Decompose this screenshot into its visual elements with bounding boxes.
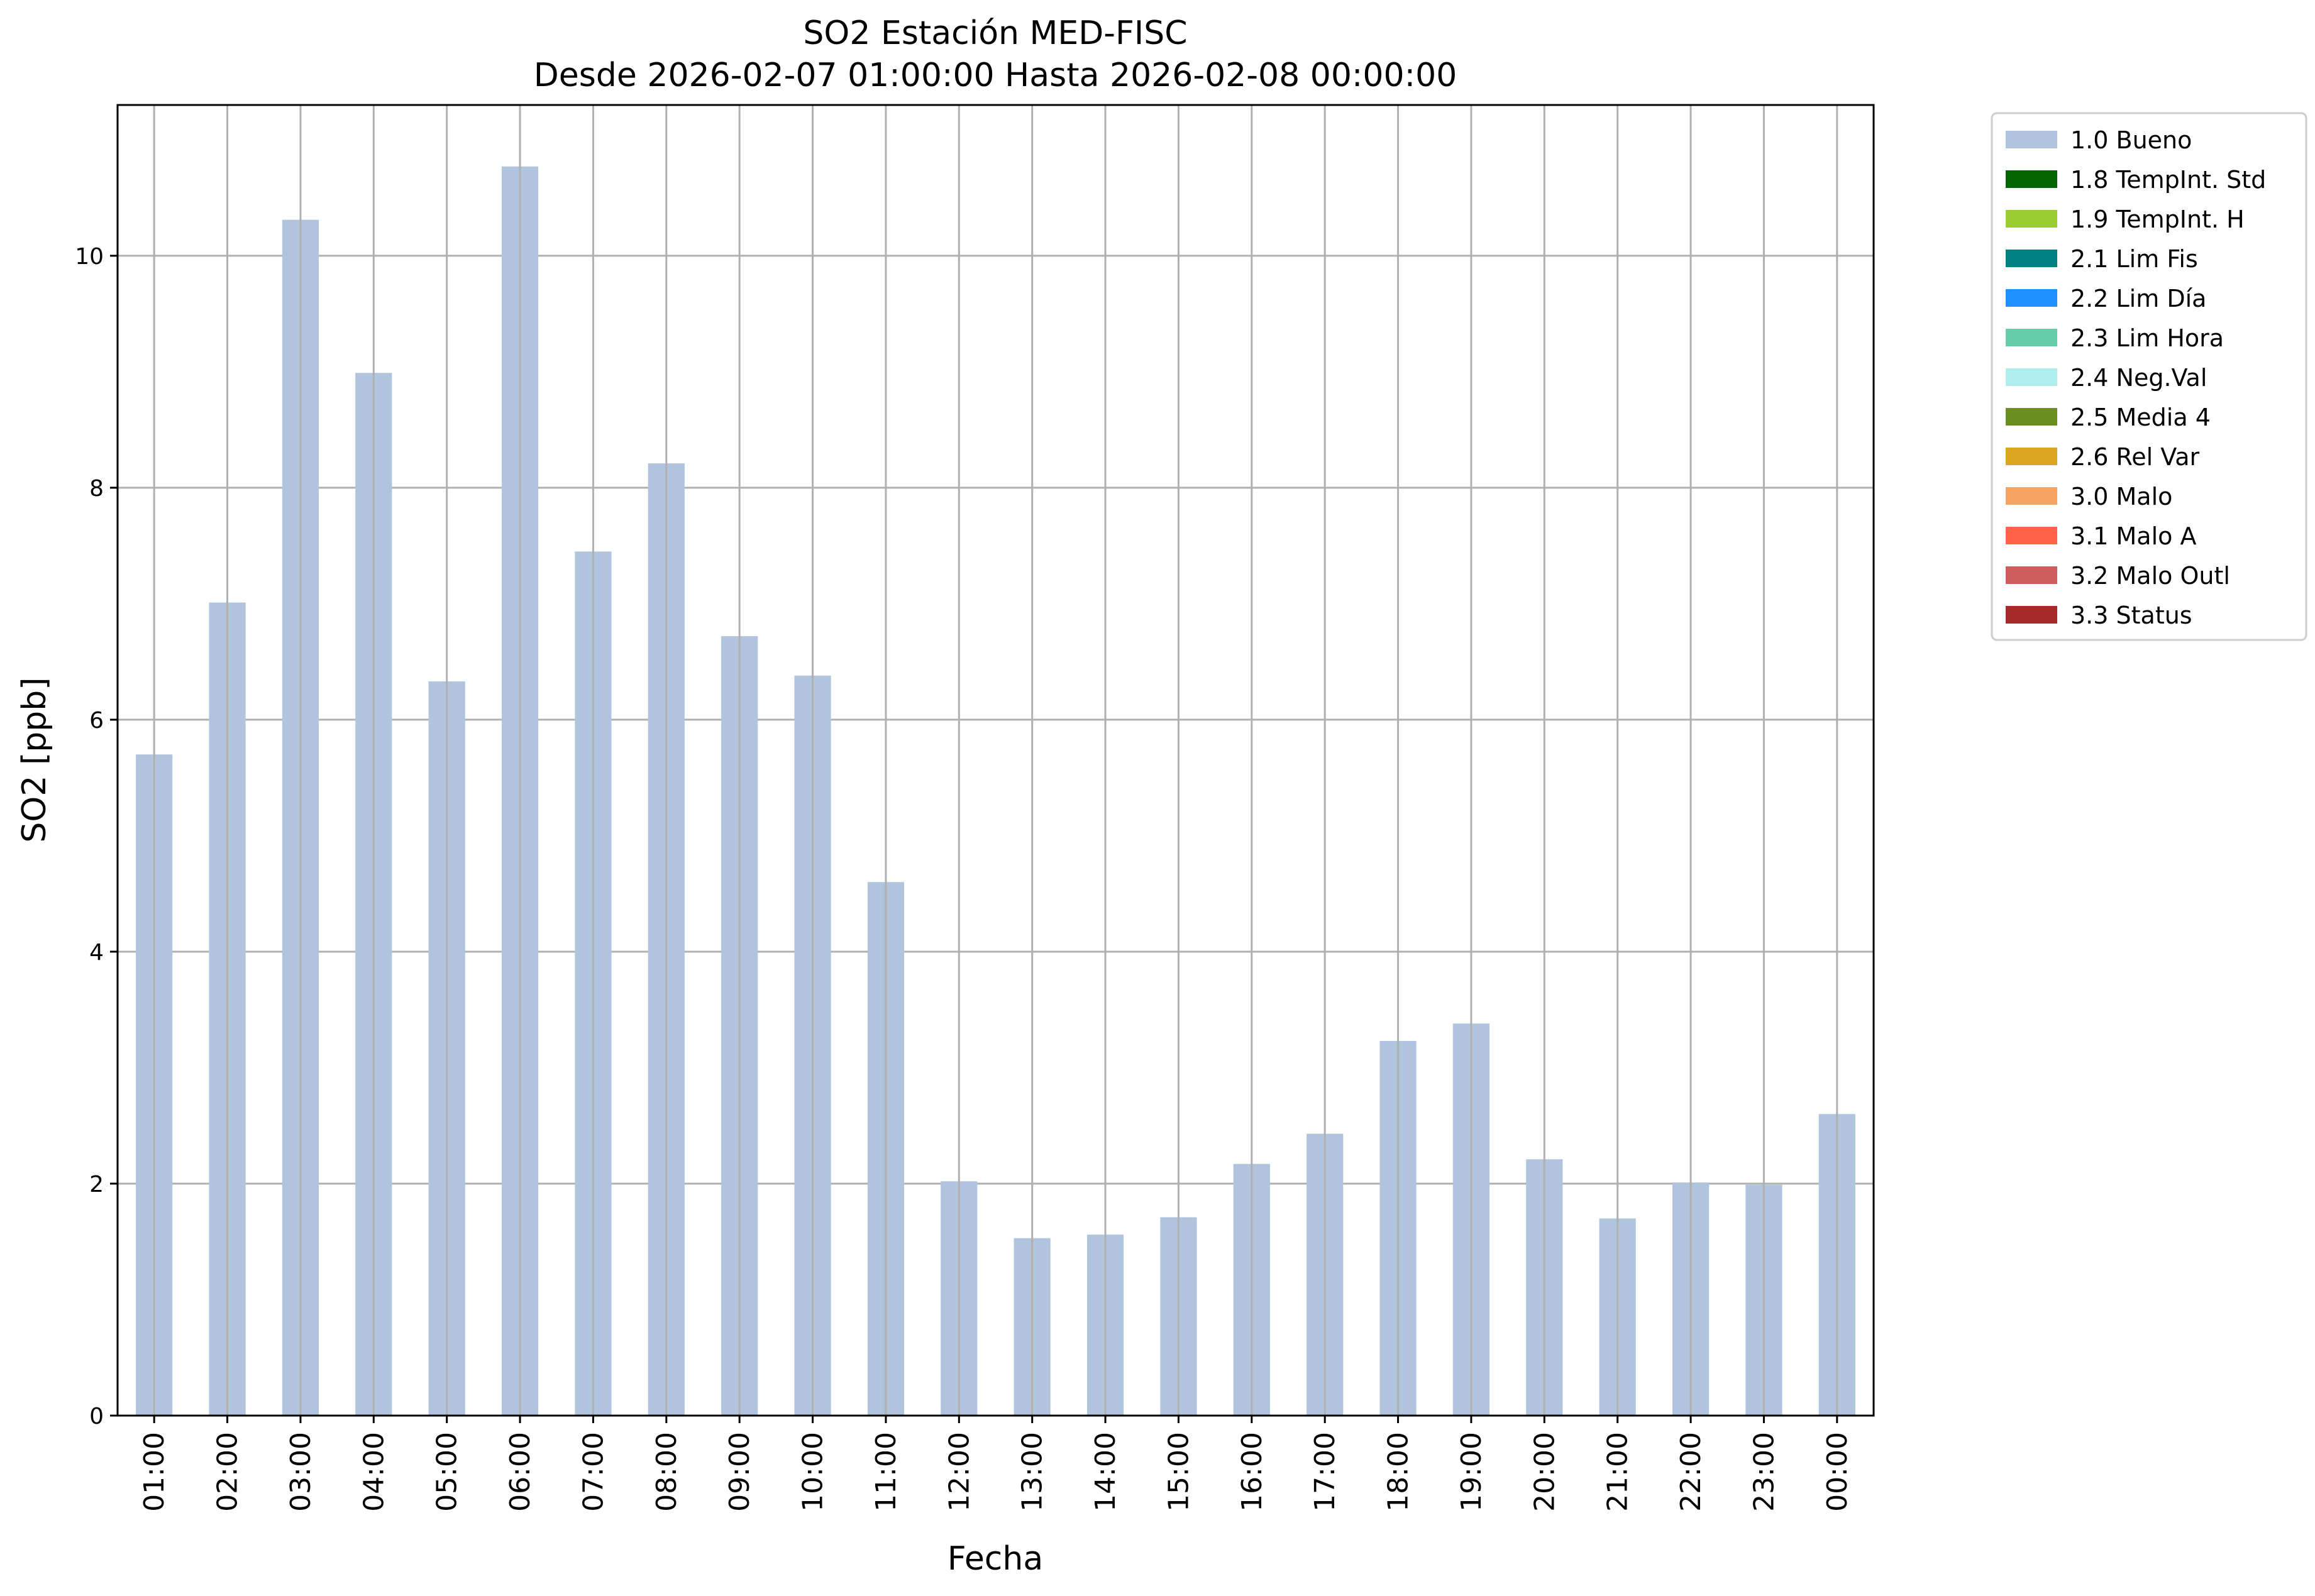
legend-label: 2.6 Rel Var [2070,443,2200,471]
x-tick-label: 17:00 [1309,1432,1341,1512]
y-axis-ticks: 0 2 4 6 8 10 [75,244,118,1429]
x-tick-label: 02:00 [212,1432,244,1512]
legend-swatch [2006,448,2057,465]
y-tick-label: 2 [89,1172,104,1197]
legend-label: 3.3 Status [2070,602,2192,629]
chart-subtitle: Desde 2026-02-07 01:00:00 Hasta 2026-02-… [534,57,1457,94]
x-axis-ticks: 01:00 02:00 03:00 04:00 05:00 06:00 07:00 08:00… [138,1416,1854,1512]
x-tick-label: 07:00 [577,1432,609,1512]
legend-swatch [2006,210,2057,228]
legend-swatch [2006,487,2057,505]
x-tick-label: 04:00 [358,1432,390,1512]
x-tick-label: 19:00 [1456,1432,1488,1512]
x-tick-label: 03:00 [285,1432,317,1512]
legend-swatch [2006,408,2057,426]
plot-frame [116,104,1875,1417]
x-tick-label: 08:00 [651,1432,683,1512]
legend-label: 2.5 Media 4 [2070,404,2211,431]
legend-label: 3.1 Malo A [2070,522,2196,550]
legend-swatch [2006,289,2057,307]
legend-label: 3.0 Malo [2070,483,2172,510]
x-tick-label: 14:00 [1090,1432,1122,1512]
chart-title: SO2 Estación MED-FISC [803,14,1187,52]
legend-swatch [2006,368,2057,386]
legend-label: 2.4 Neg.Val [2070,364,2207,392]
y-tick-label: 10 [75,244,104,270]
legend-swatch [2006,250,2057,267]
x-tick-label: 16:00 [1236,1432,1268,1512]
x-tick-label: 00:00 [1821,1432,1854,1512]
legend-label: 2.3 Lim Hora [2070,324,2224,352]
x-tick-label: 09:00 [724,1432,756,1512]
y-tick-label: 0 [89,1404,104,1429]
legend-label: 2.1 Lim Fis [2070,245,2198,273]
x-tick-label: 13:00 [1017,1432,1049,1512]
x-tick-label: 05:00 [431,1432,463,1512]
legend-label: 1.9 TempInt. H [2070,206,2245,233]
legend-swatch [2006,527,2057,544]
legend-label: 3.2 Malo Outl [2070,562,2230,590]
y-tick-label: 8 [89,476,104,502]
y-tick-label: 4 [89,940,104,966]
legend-label: 2.2 Lim Día [2070,285,2206,312]
legend-swatch [2006,131,2057,148]
x-axis-label: Fecha [948,1540,1043,1578]
legend-label: 1.0 Bueno [2070,126,2192,154]
x-tick-label: 23:00 [1748,1432,1780,1512]
vertical-grid-lines [153,105,1838,1416]
legend-swatch [2006,566,2057,584]
legend-label: 1.8 TempInt. Std [2070,166,2266,194]
x-tick-label: 10:00 [797,1432,829,1512]
x-tick-label: 12:00 [943,1432,975,1512]
legend: 1.0 Bueno 1.8 TempInt. Std 1.9 TempInt. H 2… [1991,112,2307,641]
x-tick-label: 15:00 [1163,1432,1195,1512]
legend-swatch [2006,606,2057,624]
y-tick-label: 6 [89,708,104,734]
x-tick-label: 01:00 [138,1432,170,1512]
legend-swatch [2006,170,2057,188]
y-axis-label: SO2 [ppb] [16,677,53,842]
x-tick-label: 11:00 [870,1432,902,1512]
x-tick-label: 18:00 [1383,1432,1415,1512]
legend-box [1991,112,2307,641]
x-tick-label: 21:00 [1602,1432,1634,1512]
x-tick-label: 20:00 [1528,1432,1561,1512]
legend-swatch [2006,329,2057,346]
x-tick-label: 22:00 [1675,1432,1707,1512]
x-tick-label: 06:00 [504,1432,536,1512]
